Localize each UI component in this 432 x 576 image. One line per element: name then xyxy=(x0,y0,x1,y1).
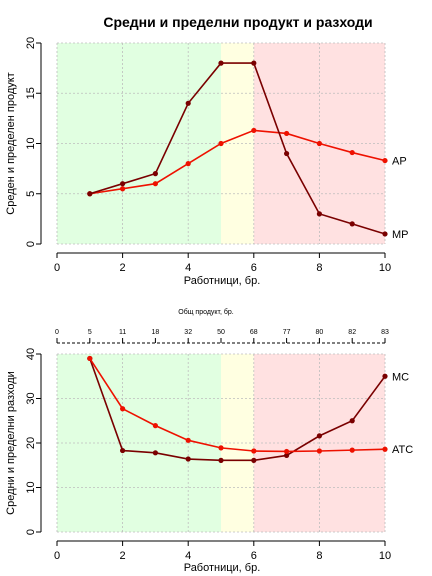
point-mp-6 xyxy=(251,60,257,66)
point-ap-9 xyxy=(349,149,355,156)
series-line-mc xyxy=(89,358,386,462)
series-label-atc: ATC xyxy=(392,444,413,456)
x-tick-label-2: 4 xyxy=(185,550,191,562)
series-line-atc xyxy=(89,358,386,453)
point-ap-3 xyxy=(152,181,158,187)
top-axis-label: Общ продукт, бр. xyxy=(178,308,234,316)
point-atc-5 xyxy=(218,445,224,451)
point-atc-1 xyxy=(87,355,93,362)
point-mc-3 xyxy=(152,450,158,456)
x-tick-label-5: 10 xyxy=(379,550,391,562)
x-axis-label: Работници, бр. xyxy=(184,275,261,287)
point-atc-7 xyxy=(284,448,290,455)
point-atc-2 xyxy=(120,406,126,412)
y-axis-label: Средни и пределни разходи xyxy=(5,371,17,515)
y-tick-label-3: 15 xyxy=(25,87,37,99)
point-mp-7 xyxy=(284,150,290,157)
point-mc-2 xyxy=(120,447,126,454)
point-ap-6 xyxy=(251,127,257,134)
x-tick-label-2: 4 xyxy=(185,262,191,274)
series-label-ap: AP xyxy=(392,156,407,168)
top-tick-label-10: 83 xyxy=(381,329,389,336)
top-tick-label-5: 50 xyxy=(217,329,225,336)
point-mp-1 xyxy=(87,191,93,197)
y-tick-label-0: 0 xyxy=(25,241,37,247)
y-axis-label: Среден и пределен продукт xyxy=(5,72,17,214)
x-tick-label-5: 10 xyxy=(379,262,391,274)
x-tick-label-0: 0 xyxy=(54,262,60,274)
top-tick-label-9: 82 xyxy=(348,329,356,336)
series-line-mp xyxy=(89,62,386,235)
y-tick-label-2: 10 xyxy=(25,137,37,149)
point-ap-4 xyxy=(185,161,191,167)
x-tick-label-3: 6 xyxy=(251,550,257,562)
x-tick-label-3: 6 xyxy=(251,262,257,274)
series-label-mp: MP xyxy=(392,229,409,241)
top-tick-label-4: 32 xyxy=(184,329,192,336)
x-tick-label-1: 2 xyxy=(120,262,126,274)
top-tick-label-1: 5 xyxy=(88,329,92,336)
point-mp-4 xyxy=(185,100,191,106)
top-tick-label-3: 18 xyxy=(152,329,160,336)
point-atc-3 xyxy=(152,423,158,429)
y-tick-label-4: 40 xyxy=(25,348,37,360)
point-mp-3 xyxy=(152,171,158,177)
point-mp-9 xyxy=(349,221,355,227)
top-tick-label-2: 11 xyxy=(119,329,126,336)
x-axis-label: Работници, бр. xyxy=(184,562,261,574)
y-tick-label-2: 20 xyxy=(25,437,37,449)
point-mp-5 xyxy=(218,60,224,66)
point-ap-10 xyxy=(382,157,388,164)
top-tick-label-8: 80 xyxy=(316,329,324,336)
y-tick-label-3: 30 xyxy=(25,392,37,404)
y-tick-label-1: 10 xyxy=(25,481,37,493)
top-tick-label-7: 77 xyxy=(283,329,291,336)
y-tick-label-0: 0 xyxy=(25,529,37,535)
point-mc-6 xyxy=(251,457,257,463)
y-tick-label-4: 20 xyxy=(25,37,37,49)
x-tick-label-4: 8 xyxy=(316,550,322,562)
point-mc-8 xyxy=(316,433,322,439)
point-ap-2 xyxy=(120,186,126,192)
top-tick-label-6: 68 xyxy=(250,329,258,336)
point-mp-2 xyxy=(120,181,126,187)
series-line-ap xyxy=(89,129,386,195)
x-tick-label-1: 2 xyxy=(120,550,126,562)
point-mc-4 xyxy=(185,456,191,462)
y-tick-label-1: 5 xyxy=(25,191,37,197)
point-atc-4 xyxy=(185,437,191,443)
product-chart: 0 2 4 6 8 10 0 5 10 15 20 Работници, бр. Среден и пр… xyxy=(5,37,409,287)
point-mc-9 xyxy=(349,418,355,424)
point-atc-6 xyxy=(251,448,257,454)
figure-title: Средни и пределни продукт и разходи xyxy=(103,14,372,30)
point-ap-5 xyxy=(218,140,224,147)
x-tick-label-0: 0 xyxy=(54,550,60,562)
point-mc-10 xyxy=(382,373,388,379)
point-atc-10 xyxy=(382,446,388,452)
point-ap-7 xyxy=(284,130,290,137)
x-tick-label-4: 8 xyxy=(316,262,322,274)
point-ap-8 xyxy=(316,140,322,147)
top-tick-label-0: 0 xyxy=(55,329,59,336)
point-atc-8 xyxy=(316,448,322,454)
point-mp-10 xyxy=(382,231,388,237)
point-mc-7 xyxy=(284,452,290,459)
series-label-mc: MC xyxy=(392,371,409,383)
point-mc-5 xyxy=(218,457,224,463)
point-atc-9 xyxy=(349,447,355,453)
point-mp-8 xyxy=(316,211,322,217)
